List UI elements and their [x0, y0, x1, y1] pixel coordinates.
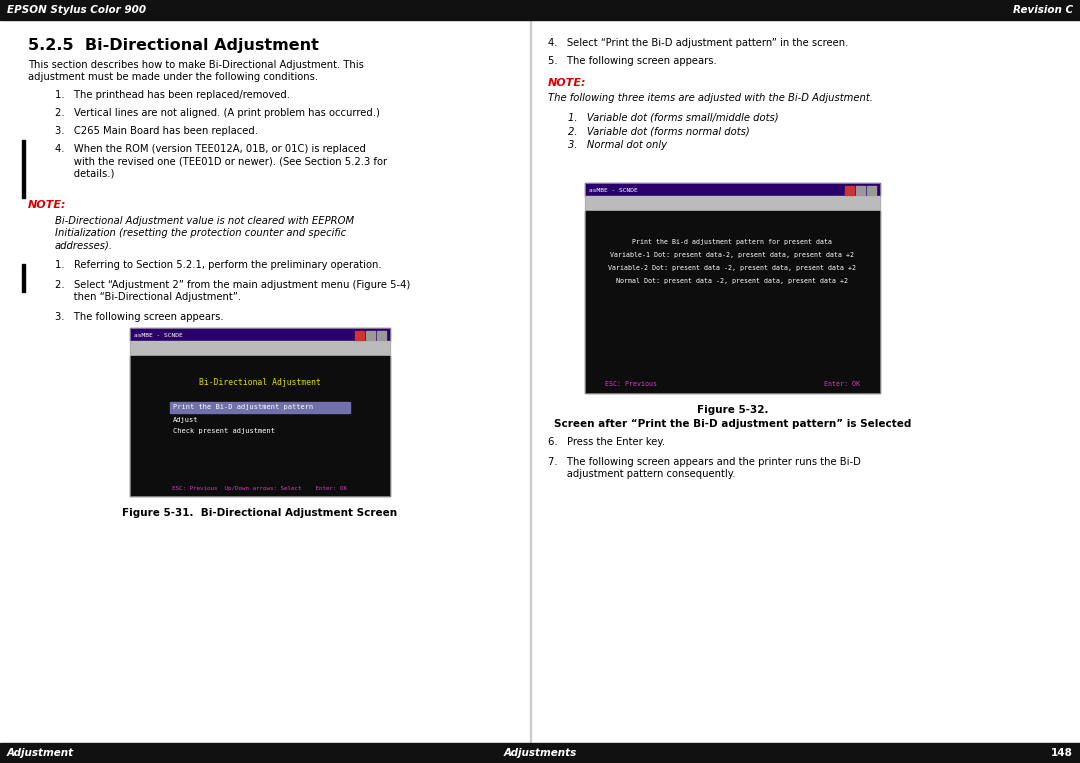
Text: 4.   When the ROM (version TEE012A, 01B, or 01C) is replaced: 4. When the ROM (version TEE012A, 01B, o…	[55, 144, 366, 154]
Text: Print the Bi-d adjustment pattern for present data: Print the Bi-d adjustment pattern for pr…	[633, 239, 833, 245]
Text: 7.   The following screen appears and the printer runs the Bi-D: 7. The following screen appears and the …	[548, 457, 861, 467]
Text: 1.   Variable dot (forms small/middle dots): 1. Variable dot (forms small/middle dots…	[568, 112, 779, 122]
Bar	[585, 183, 880, 393]
Text: addresses).: addresses).	[55, 240, 113, 250]
Text: Figure 5-31.  Bi-Directional Adjustment Screen: Figure 5-31. Bi-Directional Adjustment S…	[122, 508, 397, 518]
Text: then “Bi-Directional Adjustment”.: then “Bi-Directional Adjustment”.	[55, 292, 241, 302]
Text: Enter: OK: Enter: OK	[824, 381, 860, 387]
Bar	[22, 140, 25, 198]
Text: ESC: Previous: ESC: Previous	[605, 381, 657, 387]
Text: 6.   Press the Enter key.: 6. Press the Enter key.	[548, 437, 665, 447]
Text: NOTE:: NOTE:	[548, 78, 586, 88]
Text: asMBE - SCNDE: asMBE - SCNDE	[134, 333, 183, 338]
Text: 5.   The following screen appears.: 5. The following screen appears.	[548, 56, 717, 66]
Text: 3.   The following screen appears.: 3. The following screen appears.	[55, 312, 224, 322]
Text: details.): details.)	[55, 168, 114, 178]
Bar	[585, 183, 880, 196]
Text: Variable-1 Dot: present data-2, present data, present data +2: Variable-1 Dot: present data-2, present …	[610, 252, 854, 258]
Bar	[366, 331, 375, 340]
Text: Variable-2 Dot: present data -2, present data, present data +2: Variable-2 Dot: present data -2, present…	[608, 265, 856, 271]
Text: 148: 148	[1051, 748, 1074, 758]
Bar	[130, 356, 390, 496]
Text: asMBE - SCNDE: asMBE - SCNDE	[589, 188, 638, 193]
Text: 2.   Variable dot (forms normal dots): 2. Variable dot (forms normal dots)	[568, 126, 750, 136]
Bar	[867, 186, 876, 195]
Text: 2.   Select “Adjustment 2” from the main adjustment menu (Figure 5-4): 2. Select “Adjustment 2” from the main a…	[55, 280, 410, 290]
Text: Bi-Directional Adjustment: Bi-Directional Adjustment	[199, 378, 321, 387]
Text: 3.   C265 Main Board has been replaced.: 3. C265 Main Board has been replaced.	[55, 126, 258, 136]
Bar	[377, 331, 386, 340]
Text: 2.   Vertical lines are not aligned. (A print problem has occurred.): 2. Vertical lines are not aligned. (A pr…	[55, 108, 380, 118]
Bar	[170, 402, 350, 413]
Bar	[130, 328, 390, 496]
Text: Bi-Directional Adjustment value is not cleared with EEPROM: Bi-Directional Adjustment value is not c…	[55, 216, 354, 226]
Bar	[355, 331, 364, 340]
Text: Check present adjustment: Check present adjustment	[173, 428, 275, 434]
Text: 4.   Select “Print the Bi-D adjustment pattern” in the screen.: 4. Select “Print the Bi-D adjustment pat…	[548, 38, 849, 48]
Text: 5.2.5  Bi-Directional Adjustment: 5.2.5 Bi-Directional Adjustment	[28, 38, 319, 53]
Text: Figure 5-32.: Figure 5-32.	[697, 405, 768, 415]
Text: Adjustment: Adjustment	[6, 748, 75, 758]
Text: 3.   Normal dot only: 3. Normal dot only	[568, 140, 667, 150]
Text: Print the Bi-D adjustment pattern: Print the Bi-D adjustment pattern	[173, 404, 313, 410]
Text: This section describes how to make Bi-Directional Adjustment. This: This section describes how to make Bi-Di…	[28, 60, 364, 70]
Text: ESC: Previous  Up/Down arrows: Select    Enter: OK: ESC: Previous Up/Down arrows: Select Ent…	[173, 486, 348, 491]
Bar	[845, 186, 854, 195]
Text: Adjust: Adjust	[173, 417, 199, 423]
Bar	[0, 0, 1080, 20]
Text: EPSON Stylus Color 900: EPSON Stylus Color 900	[6, 5, 146, 15]
Text: Revision C: Revision C	[1013, 5, 1074, 15]
Bar	[585, 211, 880, 393]
Bar	[0, 743, 1080, 763]
Text: Normal Dot: present data -2, present data, present data +2: Normal Dot: present data -2, present dat…	[617, 278, 849, 284]
Bar	[22, 264, 25, 292]
Text: with the revised one (TEE01D or newer). (See Section 5.2.3 for: with the revised one (TEE01D or newer). …	[55, 156, 387, 166]
Bar	[130, 328, 390, 341]
Text: 1.   The printhead has been replaced/removed.: 1. The printhead has been replaced/remov…	[55, 90, 291, 100]
Text: adjustment must be made under the following conditions.: adjustment must be made under the follow…	[28, 72, 319, 82]
Text: 1.   Referring to Section 5.2.1, perform the preliminary operation.: 1. Referring to Section 5.2.1, perform t…	[55, 260, 381, 270]
Bar	[130, 341, 390, 356]
Text: The following three items are adjusted with the Bi-D Adjustment.: The following three items are adjusted w…	[548, 93, 873, 103]
Text: Initialization (resetting the protection counter and specific: Initialization (resetting the protection…	[55, 228, 346, 238]
Text: Screen after “Print the Bi-D adjustment pattern” is Selected: Screen after “Print the Bi-D adjustment …	[554, 419, 912, 429]
Bar	[585, 196, 880, 211]
Bar	[856, 186, 865, 195]
Text: adjustment pattern consequently.: adjustment pattern consequently.	[548, 469, 735, 479]
Text: Adjustments: Adjustments	[503, 748, 577, 758]
Text: NOTE:: NOTE:	[28, 200, 67, 210]
